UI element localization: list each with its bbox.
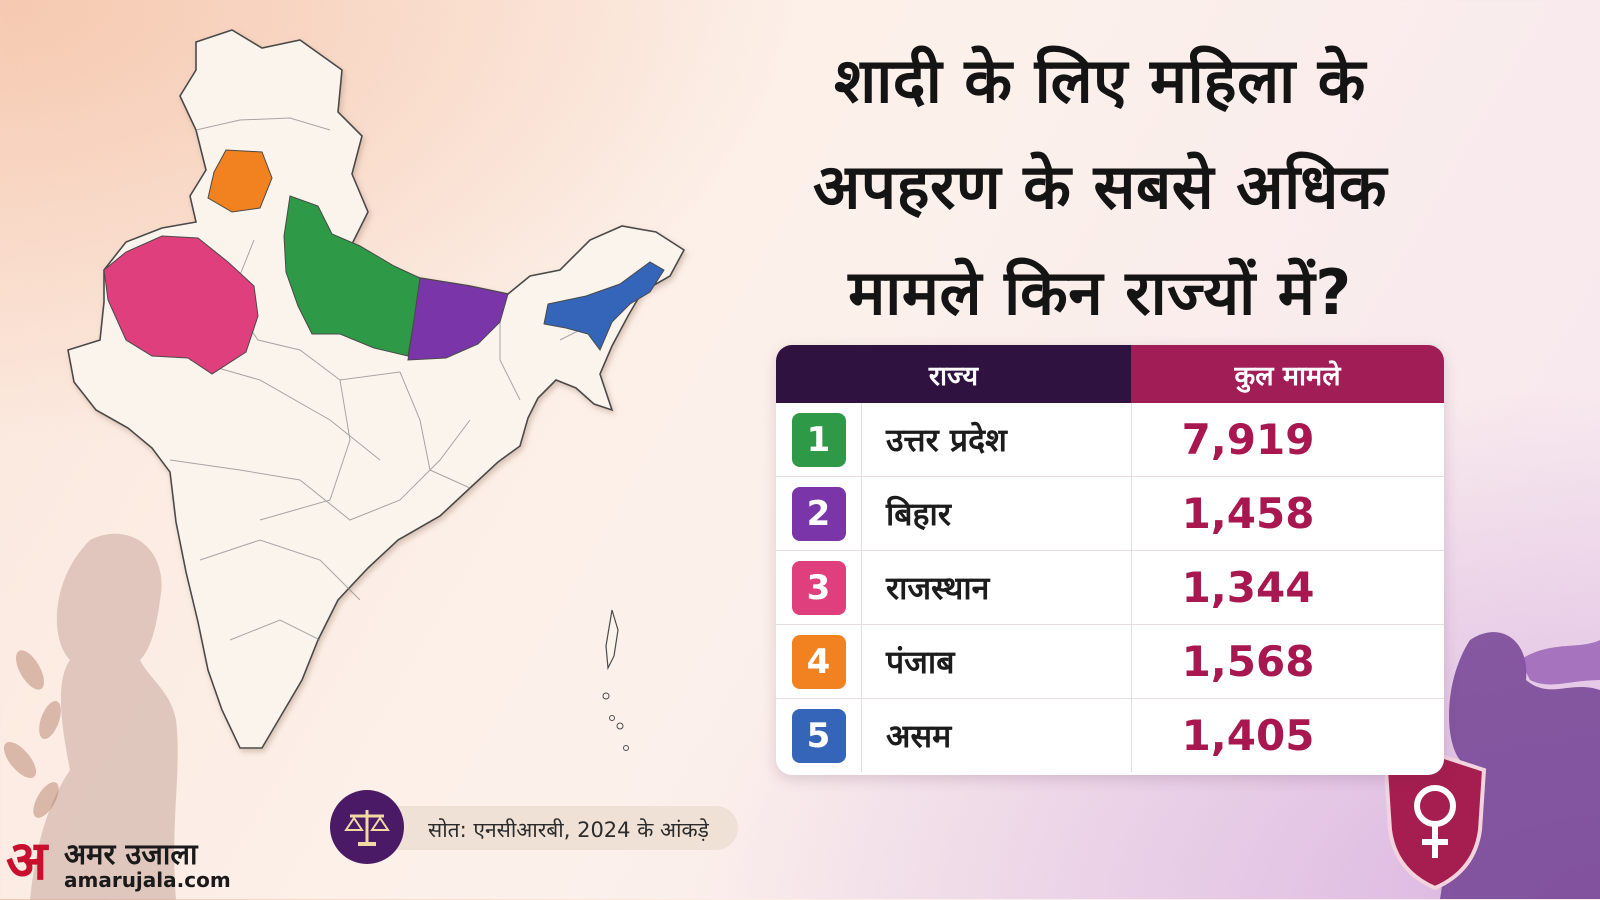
scales-of-justice-icon (330, 790, 404, 864)
logo-english: amarujala.com (64, 868, 231, 892)
ranking-table: राज्य कुल मामले 1 उत्तर प्रदेश 7,919 2 ब… (776, 345, 1444, 775)
table-row: 1 उत्तर प्रदेश 7,919 (776, 403, 1444, 477)
island-dot (602, 692, 610, 700)
table-row: 5 असम 1,405 (776, 699, 1444, 772)
state-name: असम (862, 699, 1132, 772)
rank-badge: 1 (791, 412, 846, 467)
state-border (199, 539, 361, 601)
header-state: राज्य (776, 345, 1131, 403)
case-count: 1,458 (1181, 489, 1315, 538)
state-punjab (207, 149, 273, 213)
rank-badge: 4 (791, 634, 846, 689)
logo-mark: अ (6, 828, 48, 892)
state-assam (543, 261, 665, 351)
source-text: सोत: एनसीआरबी, 2024 के आंकड़े (428, 818, 709, 842)
state-rajasthan (103, 235, 259, 375)
state-name: बिहार (862, 477, 1132, 550)
state-border (259, 379, 351, 521)
case-count: 1,405 (1181, 711, 1315, 760)
table-row: 3 राजस्थान 1,344 (776, 551, 1444, 625)
title-line-3: मामले किन राज्यों में? (848, 256, 1352, 329)
woman-silhouette-left (3, 533, 178, 900)
title-line-2: अपहरण के सबसे अधिक (813, 150, 1387, 223)
island-dot (623, 745, 629, 751)
rank-badge: 5 (791, 708, 846, 763)
state-border (195, 117, 331, 131)
island-dot (609, 715, 615, 721)
page-title: शादी के लिए महिला के अपहरण के सबसे अधिक … (730, 28, 1470, 346)
header-cases: कुल मामले (1131, 345, 1444, 403)
state-name: उत्तर प्रदेश (862, 403, 1132, 476)
amar-ujala-logo: अ अमर उजाला amarujala.com (6, 832, 236, 894)
rank-badge: 3 (791, 560, 846, 615)
title-line-1: शादी के लिए महिला के (834, 44, 1366, 117)
female-symbol-shield-icon (1383, 751, 1487, 890)
state-bihar (407, 277, 509, 361)
case-count: 1,568 (1181, 637, 1315, 686)
state-name: राजस्थान (862, 551, 1132, 624)
case-count: 7,919 (1181, 415, 1315, 464)
andaman-islands (605, 609, 619, 671)
state-name: पंजाब (862, 625, 1132, 698)
table-header: राज्य कुल मामले (776, 345, 1444, 403)
rank-badge: 2 (791, 486, 846, 541)
table-row: 4 पंजाब 1,568 (776, 625, 1444, 699)
state-border (229, 619, 321, 641)
source-note: सोत: एनसीआरबी, 2024 के आंकड़े (330, 790, 740, 864)
india-map (67, 29, 686, 751)
state-border (169, 419, 471, 521)
state-uttar-pradesh (283, 195, 421, 357)
case-count: 1,344 (1181, 563, 1315, 612)
island-dot (616, 722, 624, 730)
state-border (189, 359, 381, 461)
state-border (399, 371, 471, 489)
table-row: 2 बिहार 1,458 (776, 477, 1444, 551)
logo-hindi: अमर उजाला (64, 837, 198, 871)
